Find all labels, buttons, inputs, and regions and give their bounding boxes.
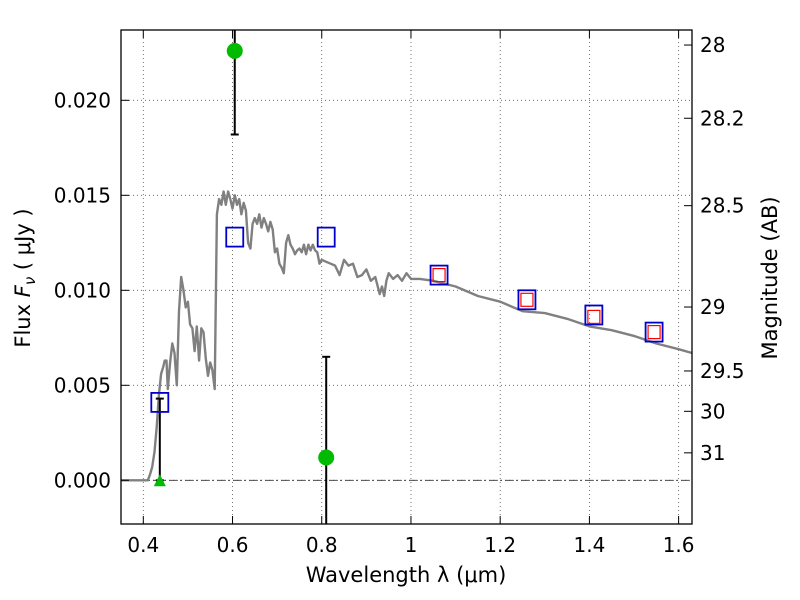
y-tick-label: 0.000: [54, 468, 111, 492]
y-axis-title-unit: ( μJy ): [11, 208, 35, 270]
red-photometry-square: [432, 268, 446, 283]
magnitude-tick-label: 28: [700, 33, 725, 57]
y-tick-labels: 0.000 0.005 0.010 0.015 0.020: [54, 88, 111, 492]
model-photometry-square: [644, 321, 664, 343]
plot-frame: [120, 29, 693, 525]
x-tick-label: 1.6: [663, 533, 695, 557]
y-tick-label: 0.010: [54, 278, 111, 302]
red-photometry-square: [520, 292, 534, 307]
observed-flux-circle: [318, 449, 335, 466]
axis-ticks: [121, 30, 692, 524]
x-tick-labels: 0.4 0.6 0.8 1 1.2 1.4 1.6: [127, 533, 694, 557]
magnitude-tick-labels: 28 28.2 28.5 29 29.5 30 31: [700, 33, 745, 465]
model-photometry-square: [584, 304, 604, 326]
observed-flux-circle: [226, 42, 243, 59]
x-tick-label: 0.4: [127, 533, 159, 557]
red-photometry-square: [587, 309, 601, 324]
magnitude-axis-title: Magnitude (AB): [758, 196, 782, 359]
magnitude-tick-label: 30: [700, 399, 725, 423]
grid: [121, 30, 692, 524]
model-sed-curve: [121, 190, 693, 482]
magnitude-tick-label: 28.2: [700, 106, 745, 130]
x-tick-label: 1.2: [484, 533, 516, 557]
model-photometry-square: [429, 264, 449, 286]
model-photometry-square: [517, 289, 537, 311]
magnitude-tick-label: 28.5: [700, 194, 745, 218]
x-tick-label: 0.8: [306, 533, 338, 557]
model-sed-line: [121, 190, 693, 482]
magnitude-tick-label: 31: [700, 441, 725, 465]
data-points: [150, 42, 664, 487]
y-tick-label: 0.020: [54, 88, 111, 112]
x-tick-label: 0.6: [217, 533, 249, 557]
model-photometry-square: [150, 391, 170, 413]
x-tick-label: 1.4: [573, 533, 605, 557]
model-photometry-square: [225, 226, 245, 248]
magnitude-tick-label: 29: [700, 295, 725, 319]
red-photometry-square: [647, 325, 661, 340]
y-axis-title-subscript: ν: [21, 277, 39, 285]
y-axis-title-symbol: F: [11, 284, 35, 297]
x-axis-title: Wavelength λ (μm): [306, 563, 507, 587]
y-axis-title: Flux Fν ( μJy ): [11, 208, 39, 347]
model-photometry-square: [316, 226, 336, 248]
x-tick-label: 1: [405, 533, 418, 557]
y-axis-title-flux: Flux: [11, 304, 35, 348]
magnitude-tick-label: 29.5: [700, 359, 745, 383]
y-tick-label: 0.015: [54, 183, 111, 207]
y-tick-label: 0.005: [54, 373, 111, 397]
upper-limit-triangle: [153, 474, 166, 487]
